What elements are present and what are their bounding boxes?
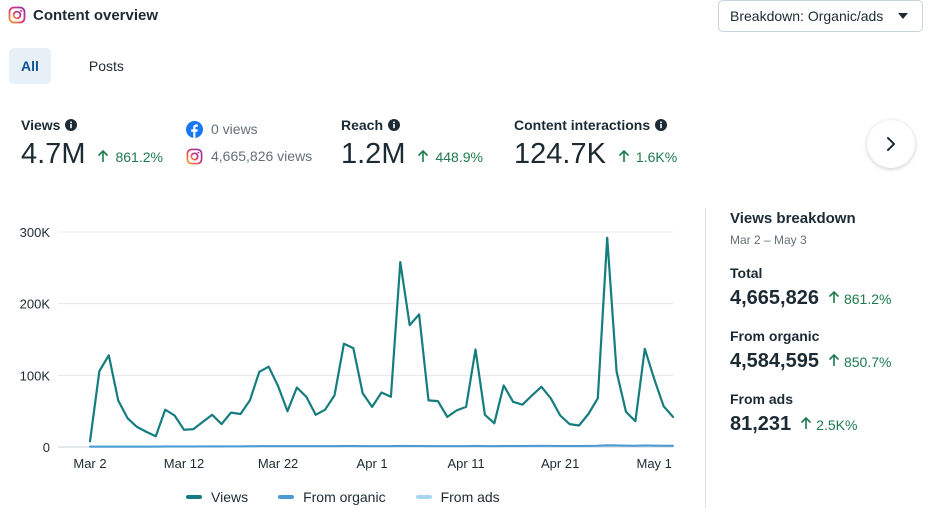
platform-instagram: 4,665,826 views: [186, 147, 312, 165]
tab-all[interactable]: All: [9, 48, 51, 84]
panel-divider: [705, 208, 706, 508]
series-line-from-organic: [89, 444, 674, 448]
breakdown-ads: From ads 81,231 2.5K%: [730, 391, 858, 435]
metric-interactions-label: Content interactions: [514, 117, 651, 133]
x-tick-label: Apr 21: [541, 456, 579, 471]
legend-swatch: [415, 495, 432, 499]
ads-change: 2.5K%: [800, 416, 857, 433]
views-line-chart: 0 100K 200K 300K Mar 2 Mar 12 Mar 22 Apr 1 Apr 1…: [20, 225, 675, 471]
y-tick-label: 200K: [20, 297, 51, 312]
chevron-right-icon: [887, 137, 895, 151]
series-line-views: [88, 236, 675, 443]
views-breakdown-panel: Views breakdown Mar 2 – May 3 Total 4,66…: [730, 210, 891, 436]
total-value: 4,665,826: [730, 287, 819, 309]
legend-swatch: [186, 495, 202, 499]
info-icon[interactable]: [655, 119, 668, 131]
caret-down-icon: [898, 13, 908, 19]
page-title: Content overview: [33, 6, 159, 24]
metric-reach-change: 448.9%: [417, 149, 483, 165]
panel-title: Views breakdown: [730, 210, 856, 227]
metric-reach-value: 1.2M: [341, 138, 406, 170]
legend-item-organic[interactable]: From organic: [278, 489, 386, 505]
total-change: 861.2%: [828, 290, 891, 307]
arrow-up-icon: [801, 416, 812, 429]
x-tick-label: Mar 2: [73, 456, 106, 471]
breakdown-select-label: Breakdown: Organic/ads: [730, 8, 884, 24]
legend-item-views[interactable]: Views: [186, 489, 248, 505]
y-tick-label: 0: [43, 440, 50, 455]
x-tick-label: Apr 1: [357, 456, 388, 471]
organic-change: 850.7%: [828, 353, 891, 370]
x-tick-label: May 1: [636, 456, 671, 471]
arrow-up-icon: [828, 290, 840, 303]
metric-views-label: Views: [21, 117, 61, 133]
metric-interactions-change: 1.6K%: [618, 149, 677, 165]
x-tick-label: Apr 11: [447, 456, 484, 471]
tab-posts[interactable]: Posts: [88, 58, 124, 74]
arrow-up-icon: [828, 353, 840, 366]
metric-views: Views 4.7M 861.2%: [21, 116, 163, 171]
content-tabs: All Posts: [9, 48, 136, 84]
x-tick-label: Mar 22: [258, 456, 298, 471]
instagram-icon: [8, 6, 26, 24]
x-tick-label: Mar 12: [164, 456, 204, 471]
facebook-icon: [186, 120, 203, 138]
metric-views-value: 4.7M: [21, 138, 86, 170]
instagram-icon: [186, 148, 203, 164]
platform-instagram-text: 4,665,826 views: [211, 148, 313, 164]
metric-reach-label: Reach: [341, 117, 384, 133]
breakdown-organic: From organic 4,584,595 850.7%: [730, 328, 892, 372]
y-tick-label: 100K: [20, 368, 51, 383]
info-icon[interactable]: [388, 119, 401, 131]
platform-breakdown: 0 views 4,665,826 views: [186, 120, 312, 165]
ads-value: 81,231: [730, 413, 792, 435]
platform-facebook: 0 views: [186, 120, 312, 138]
metric-reach: Reach 1.2M 448.9%: [341, 116, 483, 171]
metric-interactions-value: 124.7K: [514, 138, 606, 170]
platform-facebook-text: 0 views: [211, 121, 258, 137]
arrow-up-icon: [418, 150, 429, 162]
metric-interactions: Content interactions 124.7K 1.6K%: [514, 116, 677, 171]
arrow-up-icon: [618, 150, 629, 162]
breakdown-select[interactable]: Breakdown: Organic/ads: [718, 0, 923, 32]
legend-swatch: [278, 495, 295, 499]
legend-item-ads[interactable]: From ads: [415, 489, 500, 505]
next-metrics-button[interactable]: [867, 120, 915, 168]
organic-value: 4,584,595: [730, 350, 819, 372]
arrow-up-icon: [98, 150, 109, 162]
breakdown-total: Total 4,665,826 861.2%: [730, 265, 892, 309]
page-header: Content overview: [8, 4, 158, 26]
date-range: Mar 2 – May 3: [730, 233, 807, 247]
chart-legend: Views From organic From ads: [186, 489, 530, 505]
metric-views-change: 861.2%: [97, 149, 163, 165]
info-icon[interactable]: [65, 119, 78, 131]
y-tick-label: 300K: [20, 225, 51, 240]
